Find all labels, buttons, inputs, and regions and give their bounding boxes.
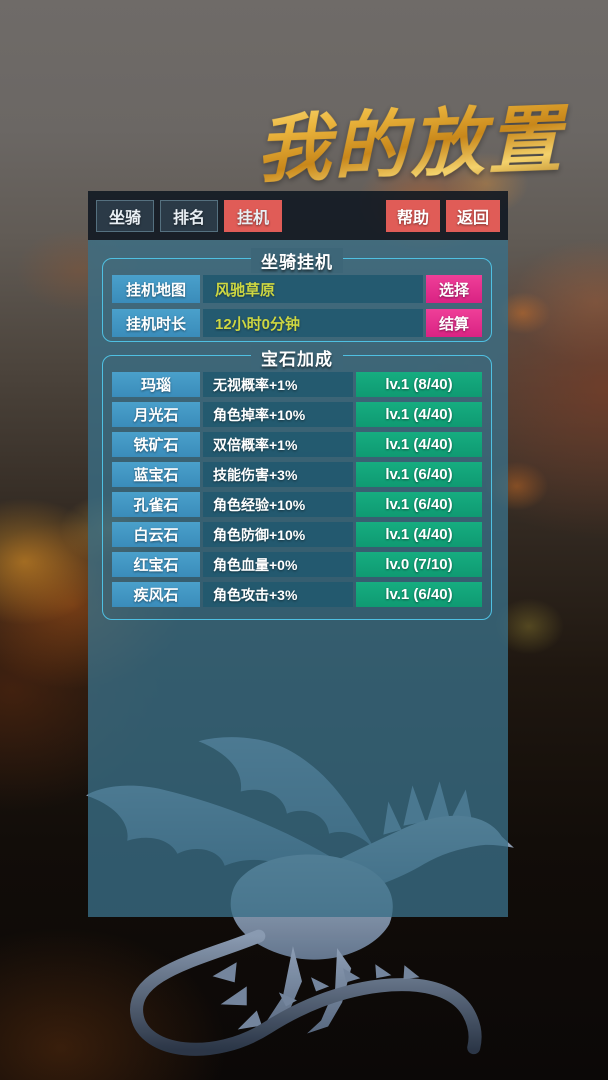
gem-effect: 角色防御+10% (203, 522, 353, 547)
gem-level-button[interactable]: lv.1 (6/40) (356, 582, 482, 607)
gem-name: 蓝宝石 (112, 462, 200, 487)
gem-level-button[interactable]: lv.1 (4/40) (356, 522, 482, 547)
gem-bonus-section-title: 宝石加成 (251, 345, 343, 370)
gem-bonus-rows: 玛瑙 无视概率+1% lv.1 (8/40) 月光石 角色掉率+10% lv.1… (103, 356, 491, 607)
gem-effect: 角色攻击+3% (203, 582, 353, 607)
idle-map-row: 挂机地图 风驰草原 选择 (112, 275, 482, 303)
idle-duration-row: 挂机时长 12小时0分钟 结算 (112, 309, 482, 337)
help-button[interactable]: 帮助 (386, 199, 440, 232)
mount-idle-section: 坐骑挂机 挂机地图 风驰草原 选择 挂机时长 12小时0分钟 结算 (102, 248, 492, 342)
gem-effect: 技能伤害+3% (203, 462, 353, 487)
idle-map-label: 挂机地图 (112, 275, 200, 303)
gem-name: 铁矿石 (112, 432, 200, 457)
tab-ranking[interactable]: 排名 (160, 199, 218, 232)
mount-idle-section-title: 坐骑挂机 (251, 248, 343, 273)
gem-level-button[interactable]: lv.1 (4/40) (356, 402, 482, 427)
select-map-button[interactable]: 选择 (426, 275, 482, 303)
gem-level-button[interactable]: lv.1 (4/40) (356, 432, 482, 457)
gem-row: 蓝宝石 技能伤害+3% lv.1 (6/40) (112, 462, 482, 487)
idle-map-value: 风驰草原 (203, 275, 423, 303)
gem-name: 红宝石 (112, 552, 200, 577)
gem-row: 玛瑙 无视概率+1% lv.1 (8/40) (112, 372, 482, 397)
gem-name: 月光石 (112, 402, 200, 427)
gem-level-button[interactable]: lv.0 (7/10) (356, 552, 482, 577)
idle-duration-label: 挂机时长 (112, 309, 200, 337)
mount-idle-rows: 挂机地图 风驰草原 选择 挂机时长 12小时0分钟 结算 (103, 259, 491, 337)
main-panel: 坐骑挂机 挂机地图 风驰草原 选择 挂机时长 12小时0分钟 结算 宝石加成 玛… (88, 240, 508, 917)
gem-effect: 角色血量+0% (203, 552, 353, 577)
gem-name: 疾风石 (112, 582, 200, 607)
game-title: 我的放置 (236, 72, 584, 204)
tab-idle[interactable]: 挂机 (224, 199, 282, 232)
gem-level-button[interactable]: lv.1 (6/40) (356, 462, 482, 487)
gem-row: 红宝石 角色血量+0% lv.0 (7/10) (112, 552, 482, 577)
gem-row: 疾风石 角色攻击+3% lv.1 (6/40) (112, 582, 482, 607)
tab-bar: 坐骑 排名 挂机 帮助 返回 (88, 191, 508, 240)
idle-duration-value: 12小时0分钟 (203, 309, 423, 337)
gem-effect: 角色掉率+10% (203, 402, 353, 427)
gem-row: 月光石 角色掉率+10% lv.1 (4/40) (112, 402, 482, 427)
tab-mount[interactable]: 坐骑 (96, 199, 154, 232)
gem-effect: 双倍概率+1% (203, 432, 353, 457)
gem-bonus-section: 宝石加成 玛瑙 无视概率+1% lv.1 (8/40) 月光石 角色掉率+10%… (102, 345, 492, 620)
settle-button[interactable]: 结算 (426, 309, 482, 337)
back-button[interactable]: 返回 (446, 199, 500, 232)
gem-level-button[interactable]: lv.1 (8/40) (356, 372, 482, 397)
gem-name: 孔雀石 (112, 492, 200, 517)
gem-effect: 无视概率+1% (203, 372, 353, 397)
gem-effect: 角色经验+10% (203, 492, 353, 517)
gem-level-button[interactable]: lv.1 (6/40) (356, 492, 482, 517)
gem-name: 白云石 (112, 522, 200, 547)
gem-name: 玛瑙 (112, 372, 200, 397)
gem-row: 白云石 角色防御+10% lv.1 (4/40) (112, 522, 482, 547)
gem-row: 铁矿石 双倍概率+1% lv.1 (4/40) (112, 432, 482, 457)
gem-row: 孔雀石 角色经验+10% lv.1 (6/40) (112, 492, 482, 517)
